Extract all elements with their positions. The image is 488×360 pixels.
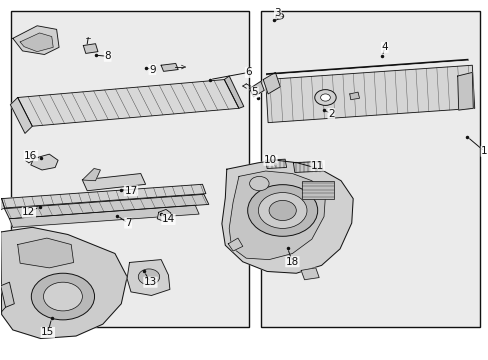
Text: 14: 14 <box>162 215 175 224</box>
Polygon shape <box>161 63 178 71</box>
Text: 8: 8 <box>104 51 111 61</box>
Text: 11: 11 <box>310 161 324 171</box>
Text: 16: 16 <box>24 150 38 161</box>
Text: 13: 13 <box>143 277 157 287</box>
Polygon shape <box>13 26 59 54</box>
Text: 15: 15 <box>41 327 54 337</box>
Polygon shape <box>157 210 170 221</box>
Text: 9: 9 <box>149 64 155 75</box>
Polygon shape <box>301 268 319 280</box>
Text: 10: 10 <box>264 155 277 165</box>
Circle shape <box>249 176 268 191</box>
Polygon shape <box>228 238 243 251</box>
Polygon shape <box>265 159 286 168</box>
Circle shape <box>138 269 160 285</box>
Polygon shape <box>0 227 127 338</box>
Polygon shape <box>265 65 474 123</box>
Text: 6: 6 <box>245 67 251 77</box>
Polygon shape <box>263 72 280 94</box>
Polygon shape <box>249 81 264 97</box>
Circle shape <box>31 273 94 320</box>
Polygon shape <box>1 184 205 208</box>
Text: 3: 3 <box>274 8 281 18</box>
Polygon shape <box>224 76 244 108</box>
Polygon shape <box>229 171 325 260</box>
Circle shape <box>247 185 317 236</box>
Circle shape <box>314 90 335 105</box>
Polygon shape <box>9 205 199 227</box>
Polygon shape <box>222 160 352 273</box>
Polygon shape <box>18 80 239 126</box>
Text: 7: 7 <box>124 218 131 228</box>
Circle shape <box>258 193 306 228</box>
Bar <box>11 12 248 327</box>
Text: 4: 4 <box>381 42 387 52</box>
Text: 2: 2 <box>327 109 334 119</box>
Bar <box>302 181 333 199</box>
Text: 18: 18 <box>285 257 299 267</box>
Text: 1: 1 <box>480 146 487 156</box>
Text: 12: 12 <box>22 207 36 217</box>
Circle shape <box>268 201 296 221</box>
Polygon shape <box>82 168 100 181</box>
Polygon shape <box>293 161 323 172</box>
Circle shape <box>43 282 82 311</box>
Polygon shape <box>83 44 98 53</box>
Polygon shape <box>0 282 14 307</box>
Text: 5: 5 <box>251 87 258 97</box>
Bar <box>260 12 479 327</box>
Polygon shape <box>0 199 4 210</box>
Text: 17: 17 <box>124 186 137 196</box>
Circle shape <box>275 13 283 19</box>
Polygon shape <box>18 238 74 268</box>
Polygon shape <box>457 72 472 110</box>
Polygon shape <box>349 92 359 100</box>
Polygon shape <box>4 194 208 219</box>
Polygon shape <box>31 154 58 170</box>
Polygon shape <box>10 98 32 134</box>
Polygon shape <box>127 260 169 296</box>
Polygon shape <box>82 174 145 191</box>
Polygon shape <box>20 33 53 51</box>
Circle shape <box>320 94 330 101</box>
